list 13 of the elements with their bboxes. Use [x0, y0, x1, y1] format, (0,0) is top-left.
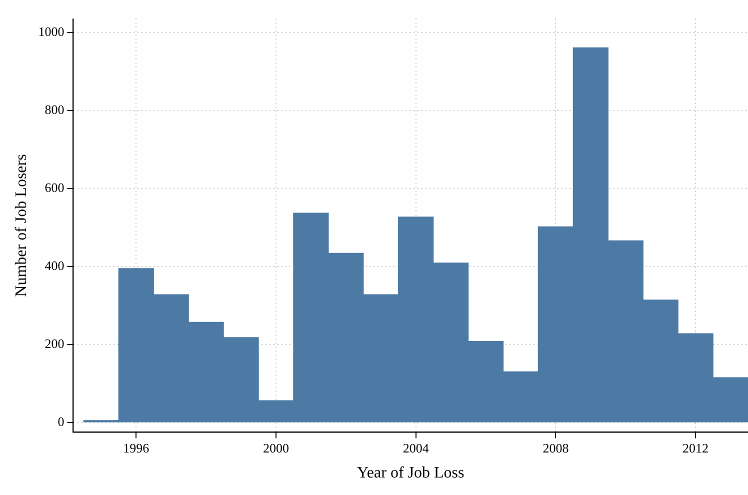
y-tick-label: 0	[58, 414, 64, 429]
y-axis-title: Number of Job Losers	[12, 154, 30, 297]
x-tick-label: 2012	[682, 440, 709, 456]
y-tick-label: 800	[44, 102, 64, 117]
x-axis-title: Year of Job Loss	[356, 464, 464, 482]
y-tick-label: 1000	[38, 24, 64, 39]
y-tick-label: 600	[44, 180, 64, 195]
y-tick-label: 200	[44, 336, 64, 351]
y-tick-label: 400	[44, 258, 64, 273]
x-tick-label: 2000	[262, 440, 289, 456]
x-tick-label: 1996	[123, 440, 150, 456]
x-tick-label: 2004	[402, 440, 430, 456]
x-tick-label: 2008	[542, 440, 569, 456]
